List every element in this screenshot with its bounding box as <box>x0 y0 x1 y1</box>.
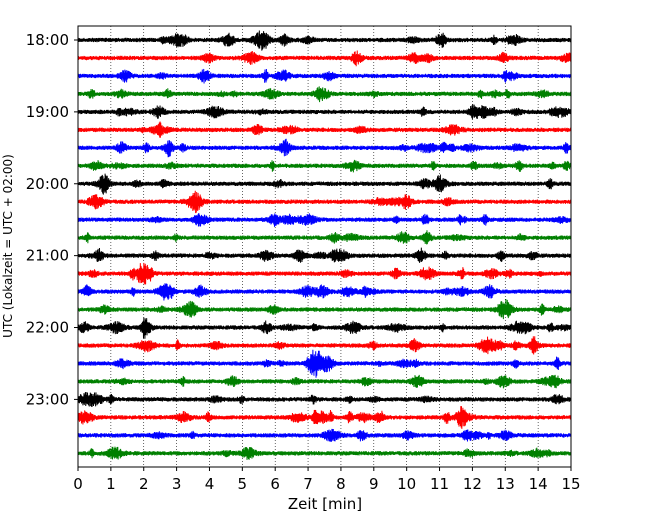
y-axis-ticks: 18:00 19:00 20:00 21:00 22:00 23:00 <box>26 31 78 408</box>
x-tick-label: 13 <box>496 475 515 493</box>
trace-line <box>77 104 572 120</box>
y-axis-label: UTC (Lokalzeit = UTC + 02:00) <box>1 154 15 338</box>
plot-frame <box>77 25 572 468</box>
x-axis-label: Zeit [min] <box>288 495 362 513</box>
y-tick-label: 19:00 <box>26 103 69 121</box>
x-tick-label: 5 <box>238 475 248 493</box>
y-tick-label: 20:00 <box>26 175 69 193</box>
y-tick-label: 23:00 <box>26 390 69 408</box>
trace-line <box>77 213 572 227</box>
trace-line <box>77 406 572 429</box>
trace-line <box>77 428 572 442</box>
trace-line <box>77 336 572 355</box>
trace-line <box>77 374 572 389</box>
trace-line <box>77 262 572 285</box>
x-tick-label: 14 <box>529 475 548 493</box>
trace-line <box>77 86 572 103</box>
x-tick-label: 12 <box>463 475 482 493</box>
trace-line <box>77 446 572 460</box>
trace-line <box>77 159 572 173</box>
trace-line <box>77 138 572 158</box>
trace-line <box>77 391 572 407</box>
x-tick-label: 3 <box>172 475 182 493</box>
x-axis-ticks: 0 1 2 3 4 5 6 7 8 9 10 11 12 13 14 15 <box>73 467 581 493</box>
trace-line <box>77 349 572 378</box>
trace-line <box>77 50 572 67</box>
trace-line <box>77 317 572 339</box>
x-tick-label: 0 <box>73 475 83 493</box>
x-tick-label: 4 <box>205 475 215 493</box>
x-tick-label: 11 <box>430 475 449 493</box>
x-tick-label: 7 <box>303 475 313 493</box>
trace-line <box>77 230 572 245</box>
y-tick-label: 22:00 <box>26 319 69 337</box>
y-tick-label: 21:00 <box>26 247 69 265</box>
trace-line <box>77 299 572 320</box>
x-tick-label: 8 <box>336 475 346 493</box>
x-tick-label: 6 <box>270 475 280 493</box>
trace-line <box>77 283 572 301</box>
x-tick-label: 2 <box>139 475 149 493</box>
trace-line <box>77 121 572 138</box>
trace-line <box>77 68 572 84</box>
trace-line <box>77 173 572 195</box>
x-tick-label: 10 <box>397 475 416 493</box>
trace-line <box>77 190 572 214</box>
trace-line <box>77 247 572 263</box>
y-tick-label: 18:00 <box>26 31 69 49</box>
trace-line <box>77 30 572 51</box>
x-tick-label: 15 <box>561 475 580 493</box>
x-tick-label: 9 <box>369 475 379 493</box>
x-tick-label: 1 <box>106 475 116 493</box>
seismic-traces <box>77 30 572 460</box>
